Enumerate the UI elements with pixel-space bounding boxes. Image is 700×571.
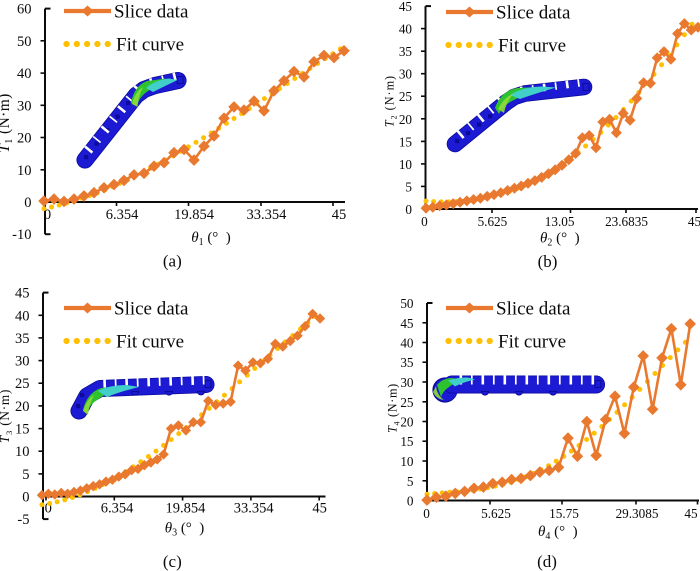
- svg-text:33.354: 33.354: [246, 207, 287, 223]
- svg-text:(d): (d): [537, 552, 557, 571]
- svg-text:40: 40: [399, 22, 413, 37]
- svg-text:45: 45: [400, 316, 414, 331]
- svg-text:0: 0: [423, 506, 430, 521]
- svg-text:29.3085: 29.3085: [616, 506, 659, 521]
- svg-text:T4 (N·m): T4 (N·m): [386, 383, 402, 433]
- svg-text:35: 35: [15, 331, 30, 347]
- svg-text:35: 35: [399, 44, 413, 59]
- svg-text:(c): (c): [163, 552, 182, 571]
- svg-text:23.6835: 23.6835: [605, 214, 648, 229]
- svg-text:Slice data: Slice data: [114, 299, 189, 320]
- svg-text:30: 30: [17, 98, 32, 114]
- svg-text:Slice data: Slice data: [114, 2, 189, 23]
- svg-text:10: 10: [15, 444, 30, 460]
- svg-text:15: 15: [399, 134, 413, 149]
- svg-text:10: 10: [399, 157, 413, 172]
- svg-text:(a): (a): [163, 252, 182, 271]
- svg-text:6.354: 6.354: [106, 207, 139, 223]
- svg-text:5: 5: [405, 179, 412, 194]
- svg-text:45: 45: [332, 207, 347, 223]
- svg-text:0: 0: [45, 501, 52, 517]
- svg-text:Fit curve: Fit curve: [498, 36, 566, 57]
- svg-text:25: 25: [15, 376, 30, 392]
- svg-text:Slice data: Slice data: [496, 3, 571, 24]
- svg-text:20: 20: [15, 399, 30, 415]
- svg-text:0: 0: [405, 202, 412, 217]
- svg-text:5.625: 5.625: [481, 506, 511, 521]
- svg-text:5.625: 5.625: [478, 214, 508, 229]
- svg-text:5: 5: [22, 467, 29, 483]
- svg-text:35: 35: [400, 355, 414, 370]
- svg-text:20: 20: [399, 112, 413, 127]
- svg-text:Fit curve: Fit curve: [498, 332, 566, 353]
- svg-text:-10: -10: [12, 227, 31, 243]
- svg-text:40: 40: [17, 66, 32, 82]
- svg-text:45: 45: [312, 501, 327, 517]
- svg-text:50: 50: [400, 296, 414, 311]
- svg-text:30: 30: [15, 354, 30, 370]
- svg-text:10: 10: [400, 454, 414, 469]
- svg-text:45: 45: [15, 286, 30, 302]
- svg-text:-5: -5: [17, 512, 29, 528]
- svg-text:0: 0: [407, 494, 414, 509]
- svg-text:θ2 (° ): θ2 (° ): [540, 230, 580, 248]
- svg-text:θ1 (° ): θ1 (° ): [191, 230, 231, 248]
- svg-text:45: 45: [684, 506, 698, 521]
- svg-text:25: 25: [399, 89, 413, 104]
- svg-text:15: 15: [15, 422, 30, 438]
- svg-text:25: 25: [400, 395, 414, 410]
- svg-text:45: 45: [399, 0, 413, 14]
- svg-text:45: 45: [688, 214, 700, 229]
- svg-text:10: 10: [17, 163, 32, 179]
- svg-text:(b): (b): [538, 252, 558, 271]
- svg-text:Fit curve: Fit curve: [116, 35, 184, 56]
- svg-text:0: 0: [22, 490, 29, 506]
- svg-text:6.354: 6.354: [101, 501, 134, 517]
- svg-text:Fit curve: Fit curve: [116, 332, 184, 353]
- svg-text:15.75: 15.75: [549, 506, 579, 521]
- svg-text:30: 30: [400, 375, 414, 390]
- svg-text:θ4 (° ): θ4 (° ): [538, 524, 578, 542]
- svg-text:5: 5: [407, 474, 414, 489]
- svg-text:13.05: 13.05: [545, 214, 575, 229]
- svg-text:19.854: 19.854: [174, 207, 215, 223]
- svg-text:0: 0: [24, 195, 31, 211]
- svg-text:50: 50: [17, 34, 32, 50]
- svg-text:0: 0: [421, 214, 428, 229]
- svg-text:T1 (N·m): T1 (N·m): [0, 93, 15, 153]
- svg-text:40: 40: [15, 308, 30, 324]
- svg-text:33.354: 33.354: [234, 501, 275, 517]
- svg-text:40: 40: [400, 336, 414, 351]
- svg-text:20: 20: [17, 131, 32, 147]
- svg-text:T2 (N·m): T2 (N·m): [383, 75, 399, 127]
- svg-text:30: 30: [399, 67, 413, 82]
- svg-text:0: 0: [44, 207, 51, 223]
- svg-text:20: 20: [400, 415, 414, 430]
- svg-text:Slice data: Slice data: [496, 299, 571, 320]
- svg-text:19.854: 19.854: [165, 501, 206, 517]
- svg-text:15: 15: [400, 434, 414, 449]
- svg-text:T3 (N·m): T3 (N·m): [0, 389, 14, 443]
- svg-text:θ3 (° ): θ3 (° ): [165, 520, 205, 538]
- svg-text:60: 60: [17, 2, 32, 18]
